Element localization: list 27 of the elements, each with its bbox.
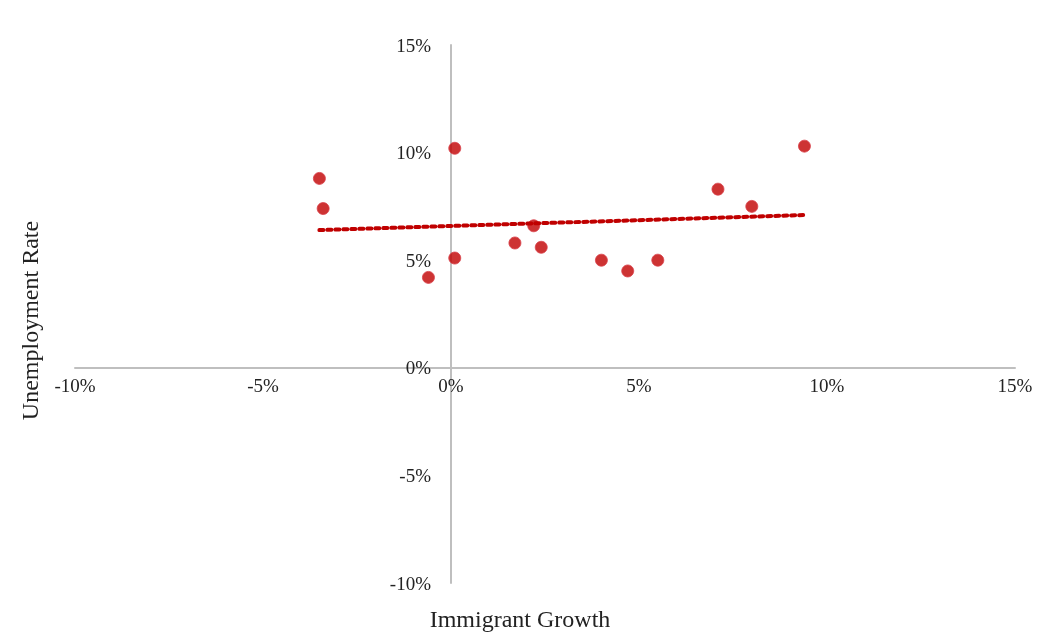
point <box>312 171 326 185</box>
x-axis-title: Immigrant Growth <box>429 606 611 632</box>
x-tick-label: 0% <box>438 374 464 396</box>
y-tick-label: -10% <box>389 572 432 594</box>
point <box>621 264 635 278</box>
y-tick-label: -5% <box>399 464 432 486</box>
point <box>534 240 548 254</box>
x-tick-label: -10% <box>54 374 96 396</box>
y-axis-title: Unemployment Rate <box>17 220 43 421</box>
point <box>745 199 759 213</box>
y-tick-label: 15% <box>396 34 432 56</box>
x-tick-label: 10% <box>809 374 845 396</box>
point <box>594 253 608 267</box>
point <box>711 182 725 196</box>
y-tick-label: 0% <box>405 357 432 379</box>
x-tick-label: 5% <box>626 374 652 396</box>
y-tick-label: 5% <box>405 249 432 271</box>
point <box>448 251 462 265</box>
point <box>448 141 462 155</box>
x-tick-label: -5% <box>247 374 279 396</box>
point <box>651 253 665 267</box>
point <box>797 139 811 153</box>
x-tick-label: 15% <box>997 374 1033 396</box>
point <box>421 270 435 284</box>
y-tick-label: 10% <box>396 142 432 164</box>
point <box>316 202 330 216</box>
point <box>508 236 522 250</box>
